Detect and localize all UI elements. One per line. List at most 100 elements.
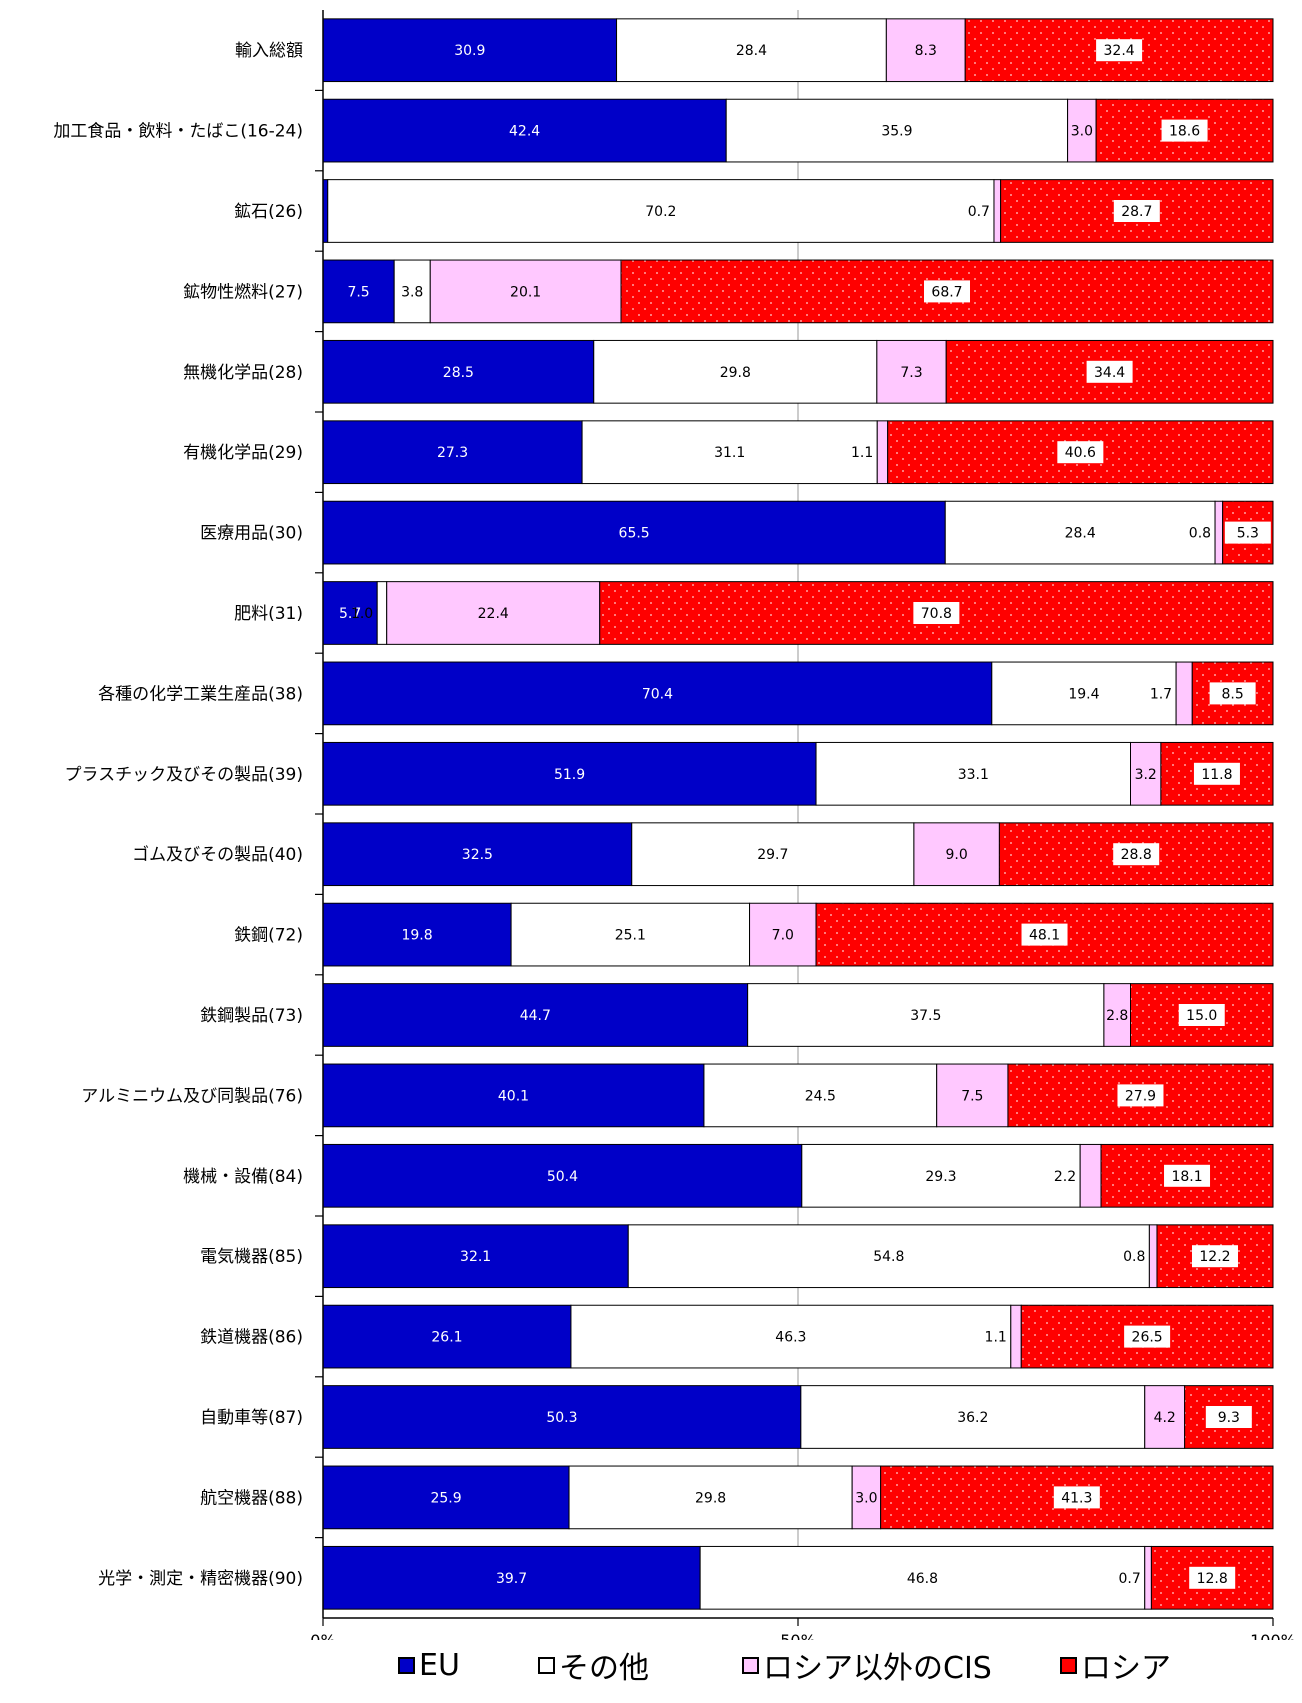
category-label: アルミニウム及び同製品(76) <box>81 1086 303 1106</box>
value-label-russia: 40.6 <box>1065 445 1096 461</box>
value-label-cis: 2.8 <box>1106 1008 1128 1024</box>
bar-segment-other <box>800 1385 1146 1449</box>
value-label-other: 3.8 <box>401 284 423 300</box>
value-label-other: 19.4 <box>1068 686 1099 702</box>
value-label-eu: 0.5 <box>344 204 366 220</box>
value-label-russia: 18.6 <box>1169 124 1200 140</box>
value-label-other: 29.7 <box>757 847 788 863</box>
category-label: 無機化学品(28) <box>183 363 303 383</box>
bar-segment-other <box>568 1465 853 1530</box>
bar-segment-other <box>581 420 878 485</box>
bar-segment-other <box>631 822 915 887</box>
category-label: 鉱物性燃料(27) <box>183 282 303 302</box>
value-label-other: 70.2 <box>645 204 676 220</box>
value-label-box <box>1209 682 1256 705</box>
legend-swatch-eu <box>398 1656 415 1674</box>
value-label-box <box>1124 1325 1171 1348</box>
bar-segment-other <box>327 179 995 243</box>
value-label-other: 28.4 <box>736 43 767 59</box>
category-label: 鉱石(26) <box>234 202 303 222</box>
bar-segment-eu <box>322 1465 570 1530</box>
bar-segment-cis <box>429 259 622 324</box>
value-label-cis: 7.0 <box>772 928 794 944</box>
bar-segment-eu <box>322 1063 705 1128</box>
value-label-russia: 28.7 <box>1121 204 1152 220</box>
value-label-box <box>1224 521 1271 544</box>
value-label-cis: 9.0 <box>946 847 968 863</box>
value-label-box <box>1096 39 1143 62</box>
bar-segment-cis <box>749 902 817 967</box>
value-label-russia: 70.8 <box>921 606 952 622</box>
bar-segment-cis <box>1079 1143 1102 1208</box>
bar-segment-eu <box>322 1385 802 1449</box>
value-label-russia: 48.1 <box>1029 928 1060 944</box>
bar-segment-other <box>570 1304 1012 1369</box>
value-label-russia: 11.8 <box>1201 767 1232 783</box>
legend-label-russia: ロシア <box>1081 1651 1171 1686</box>
stacked-bar-chart: 輸入総額 30.9 28.4 8.3 32.4 加工食品・飲料・たばこ(16-24) 42.… <box>53 10 1296 1640</box>
value-label-eu: 51.9 <box>554 767 585 783</box>
bar-segment-other <box>703 1063 938 1128</box>
value-label-other: 46.8 <box>907 1571 938 1587</box>
value-label-russia: 26.5 <box>1132 1330 1163 1346</box>
value-label-eu: 26.1 <box>431 1330 462 1346</box>
value-label-eu: 30.9 <box>454 43 485 59</box>
value-label-eu: 70.4 <box>642 686 673 702</box>
legend-swatch-other <box>538 1656 555 1674</box>
value-label-cis: 0.7 <box>1118 1571 1140 1587</box>
value-label-box <box>1191 1245 1238 1268</box>
bar-segment-eu <box>322 822 633 887</box>
bar-segment-eu <box>322 1304 572 1369</box>
value-label-russia: 15.0 <box>1186 1008 1217 1024</box>
value-label-box <box>1113 843 1160 866</box>
value-label-eu: 5.7 <box>339 606 361 622</box>
value-label-cis: 8.3 <box>915 43 937 59</box>
bar-segment-cis <box>1103 983 1132 1047</box>
legend-swatch-cis <box>742 1656 759 1674</box>
bar-segment-other <box>699 1545 1146 1610</box>
category-label: 有機化学品(29) <box>183 443 303 463</box>
value-label-other: 25.1 <box>615 928 646 944</box>
value-label-cis: 0.8 <box>1123 1249 1145 1265</box>
bar-segment-other <box>991 661 1177 726</box>
value-label-other: 24.5 <box>805 1088 836 1104</box>
legend: EU その他 ロシア以外のCIS ロシア <box>0 1640 1302 1690</box>
value-label-russia: 9.3 <box>1218 1410 1240 1426</box>
bar-segment-cis <box>876 420 889 485</box>
value-label-russia: 34.4 <box>1094 365 1125 381</box>
category-label: ゴム及びその製品(40) <box>132 844 303 865</box>
category-label: プラスチック及びその製品(39) <box>64 765 303 785</box>
value-label-cis: 1.7 <box>1150 686 1172 702</box>
value-label-cis: 1.1 <box>851 445 873 461</box>
value-label-eu: 25.9 <box>430 1490 461 1506</box>
value-label-eu: 28.5 <box>443 365 474 381</box>
category-label: 輸入総額 <box>235 41 303 61</box>
bar-segment-eu <box>322 581 378 645</box>
value-label-eu: 39.7 <box>496 1571 527 1587</box>
value-label-eu: 19.8 <box>401 928 432 944</box>
category-label: 電気機器(85) <box>200 1247 303 1267</box>
legend-label-other: その他 <box>559 1651 649 1686</box>
value-label-eu: 50.4 <box>547 1169 578 1185</box>
bar-segment-cis <box>1214 500 1224 565</box>
bar-segment-cis <box>876 339 947 404</box>
category-label: 各種の化学工業生産品(38) <box>98 684 303 704</box>
value-label-box <box>1113 200 1160 222</box>
bar-segment-other <box>376 581 388 645</box>
value-label-eu: 40.1 <box>498 1088 529 1104</box>
value-label-cis: 3.2 <box>1135 767 1157 783</box>
value-label-cis: 1.1 <box>985 1330 1007 1346</box>
value-label-cis: 2.2 <box>1054 1169 1076 1185</box>
x-tick-label: 50% <box>780 1631 816 1640</box>
category-label: 機械・設備(84) <box>183 1167 303 1187</box>
value-label-eu: 27.3 <box>437 445 468 461</box>
x-tick-label: 0% <box>310 1631 335 1640</box>
bar-segment-eu <box>322 661 993 726</box>
legend-item-eu: EU <box>398 1640 460 1690</box>
value-label-other: 46.3 <box>775 1330 806 1346</box>
value-label-russia: 41.3 <box>1061 1490 1092 1506</box>
bar-segment-cis <box>386 581 601 645</box>
bar-segment-other <box>747 983 1105 1047</box>
bar-segment-eu <box>322 983 749 1047</box>
category-label: 自動車等(87) <box>200 1408 303 1428</box>
